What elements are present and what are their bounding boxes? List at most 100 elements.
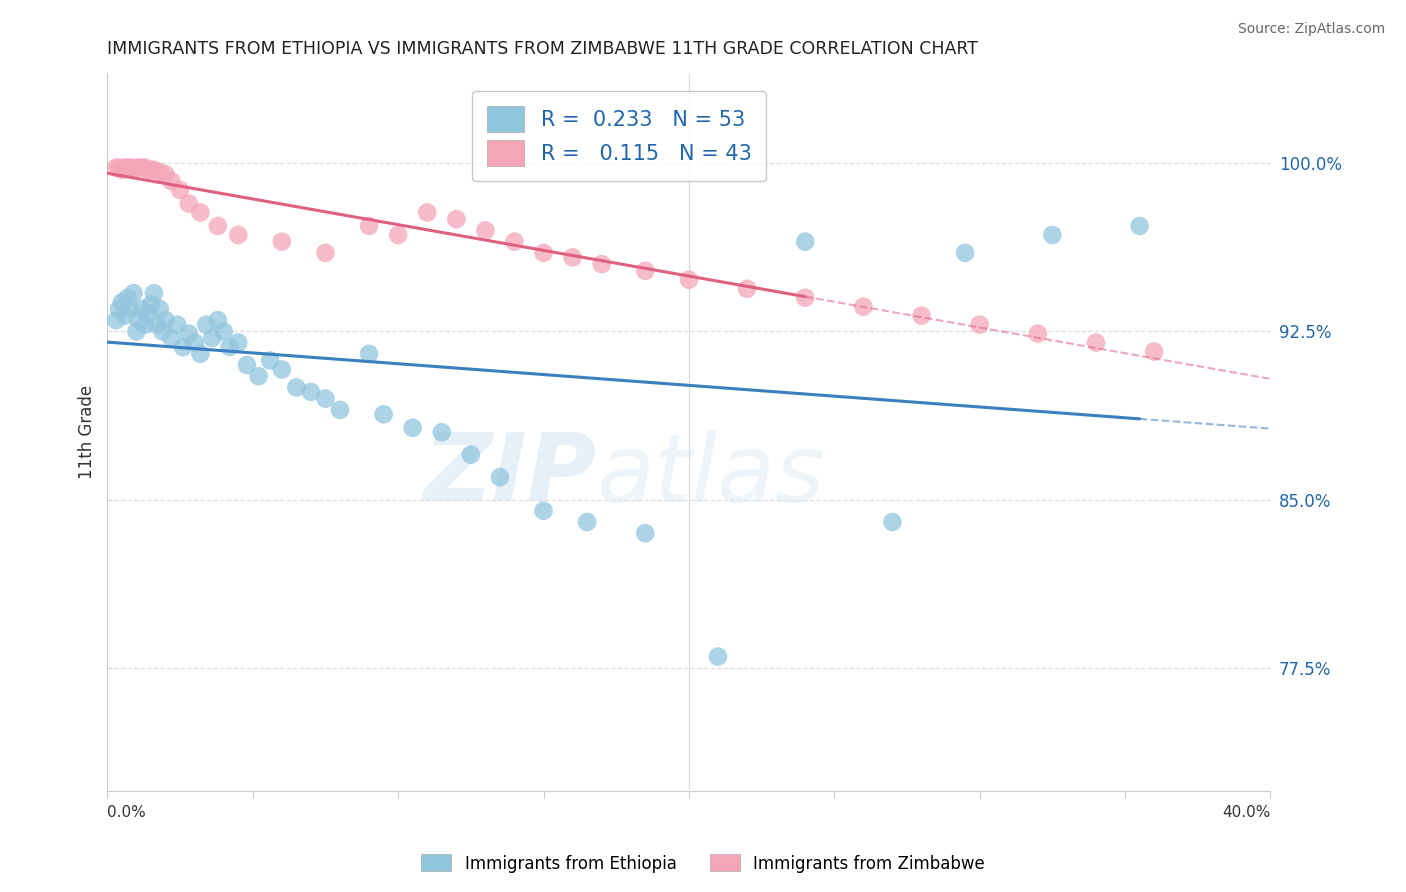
Point	[155, 167, 177, 181]
Point	[474, 223, 496, 237]
Point	[117, 161, 139, 175]
Point	[1085, 335, 1108, 350]
Y-axis label: 11th Grade: 11th Grade	[79, 385, 96, 479]
Point	[128, 161, 150, 175]
Point	[794, 291, 817, 305]
Point	[882, 515, 904, 529]
Point	[226, 227, 249, 242]
Point	[108, 301, 131, 316]
Point	[270, 235, 292, 249]
Point	[212, 324, 235, 338]
Point	[707, 649, 730, 664]
Point	[207, 313, 229, 327]
Point	[136, 306, 159, 320]
Text: atlas: atlas	[596, 430, 824, 521]
Point	[794, 235, 817, 249]
Point	[357, 219, 380, 233]
Point	[533, 245, 555, 260]
Point	[122, 286, 145, 301]
Text: ZIP: ZIP	[423, 429, 596, 521]
Point	[634, 264, 657, 278]
Point	[128, 313, 150, 327]
Point	[270, 362, 292, 376]
Point	[201, 331, 224, 345]
Point	[329, 402, 352, 417]
Point	[1026, 326, 1049, 341]
Point	[195, 318, 218, 332]
Point	[416, 205, 439, 219]
Point	[166, 318, 188, 332]
Point	[122, 162, 145, 177]
Point	[136, 162, 159, 177]
Point	[373, 408, 395, 422]
Point	[503, 235, 526, 249]
Point	[460, 448, 482, 462]
Point	[489, 470, 512, 484]
Point	[357, 347, 380, 361]
Point	[314, 392, 336, 406]
Point	[314, 245, 336, 260]
Point	[430, 425, 453, 440]
Point	[402, 421, 425, 435]
Point	[114, 161, 136, 175]
Point	[190, 347, 212, 361]
Point	[576, 515, 599, 529]
Point	[678, 273, 700, 287]
Point	[142, 286, 165, 301]
Point	[285, 380, 308, 394]
Point	[114, 309, 136, 323]
Point	[969, 318, 991, 332]
Point	[910, 309, 932, 323]
Text: IMMIGRANTS FROM ETHIOPIA VS IMMIGRANTS FROM ZIMBABWE 11TH GRADE CORRELATION CHAR: IMMIGRANTS FROM ETHIOPIA VS IMMIGRANTS F…	[107, 40, 979, 58]
Point	[177, 326, 200, 341]
Point	[105, 313, 128, 327]
Point	[1129, 219, 1152, 233]
Point	[160, 331, 183, 345]
Point	[108, 161, 131, 175]
Point	[207, 219, 229, 233]
Point	[149, 301, 172, 316]
Point	[111, 162, 134, 177]
Point	[172, 340, 194, 354]
Legend: Immigrants from Ethiopia, Immigrants from Zimbabwe: Immigrants from Ethiopia, Immigrants fro…	[415, 847, 991, 880]
Point	[634, 526, 657, 541]
Point	[953, 245, 976, 260]
Point	[218, 340, 240, 354]
Point	[1143, 344, 1166, 359]
Point	[134, 161, 156, 175]
Point	[134, 318, 156, 332]
Point	[561, 250, 583, 264]
Legend: R =  0.233   N = 53, R =   0.115   N = 43: R = 0.233 N = 53, R = 0.115 N = 43	[472, 91, 766, 181]
Text: 0.0%: 0.0%	[107, 805, 146, 820]
Point	[142, 162, 165, 177]
Point	[852, 300, 875, 314]
Point	[155, 313, 177, 327]
Point	[259, 353, 281, 368]
Point	[387, 227, 409, 242]
Point	[131, 161, 153, 175]
Point	[236, 358, 259, 372]
Point	[105, 161, 128, 175]
Point	[247, 369, 270, 384]
Point	[120, 301, 142, 316]
Point	[299, 384, 322, 399]
Point	[591, 257, 613, 271]
Point	[226, 335, 249, 350]
Point	[160, 174, 183, 188]
Point	[125, 324, 148, 338]
Point	[446, 212, 468, 227]
Point	[1040, 227, 1063, 242]
Point	[183, 335, 205, 350]
Point	[111, 295, 134, 310]
Point	[146, 318, 169, 332]
Point	[152, 324, 174, 338]
Point	[117, 291, 139, 305]
Point	[735, 282, 758, 296]
Point	[131, 301, 153, 316]
Text: Source: ZipAtlas.com: Source: ZipAtlas.com	[1237, 22, 1385, 37]
Point	[120, 161, 142, 175]
Point	[139, 162, 162, 177]
Point	[149, 165, 172, 179]
Point	[169, 183, 191, 197]
Text: 40.0%: 40.0%	[1222, 805, 1271, 820]
